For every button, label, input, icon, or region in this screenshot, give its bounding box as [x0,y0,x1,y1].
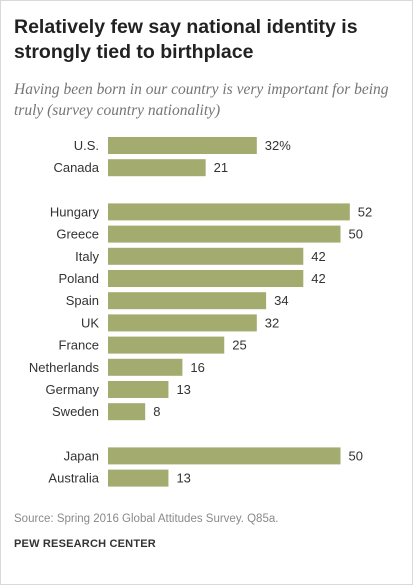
bar-france [108,336,225,354]
category-label-japan: Japan [64,448,99,463]
bar-netherlands [108,358,183,376]
category-label-spain: Spain [66,293,99,308]
bar-germany [108,381,169,398]
bar-greece [108,225,341,243]
category-label-italy: Italy [75,249,99,264]
chart-title: Relatively few say national identity is … [14,16,358,63]
value-label-uk: 32 [265,315,279,330]
bar-japan [108,447,341,465]
value-label-germany: 13 [176,382,190,397]
bar-hungary [108,203,350,221]
value-label-u-s: 32% [265,138,291,153]
value-label-australia: 13 [176,471,190,486]
category-label-germany: Germany [46,382,100,397]
value-label-netherlands: 16 [190,360,204,375]
value-label-japan: 50 [349,448,363,463]
value-label-spain: 34 [274,293,288,308]
credit-line: PEW RESEARCH CENTER [14,538,156,550]
bar-australia [108,469,169,487]
value-label-italy: 42 [311,249,325,264]
value-label-sweden: 8 [153,404,160,419]
category-label-hungary: Hungary [50,204,100,219]
category-label-u-s: U.S. [74,138,99,153]
bar-chart: U.S. 32% Canada 21 Hungary 52 Greece 50 Italy 42 P… [29,137,372,487]
bar-sweden [108,403,146,421]
bar-spain [108,292,267,310]
value-label-canada: 21 [214,160,228,175]
bar-italy [108,247,304,265]
bar-canada [108,159,206,177]
source-note: Source: Spring 2016 Global Attitudes Sur… [14,513,279,525]
value-label-poland: 42 [311,271,325,286]
bar-poland [108,270,304,287]
category-label-netherlands: Netherlands [29,360,100,375]
category-label-sweden: Sweden [52,404,99,419]
chart-subtitle: Having been born in our country is very … [14,81,389,119]
value-label-greece: 50 [349,227,363,242]
value-label-france: 25 [232,338,246,353]
value-label-hungary: 52 [358,204,372,219]
category-label-france: France [59,338,99,353]
bar-uk [108,314,257,332]
category-label-canada: Canada [53,160,99,175]
category-label-greece: Greece [56,227,99,242]
category-label-poland: Poland [59,271,99,286]
category-label-uk: UK [81,315,99,330]
bar-u-s [108,137,257,154]
category-label-australia: Australia [48,471,99,486]
